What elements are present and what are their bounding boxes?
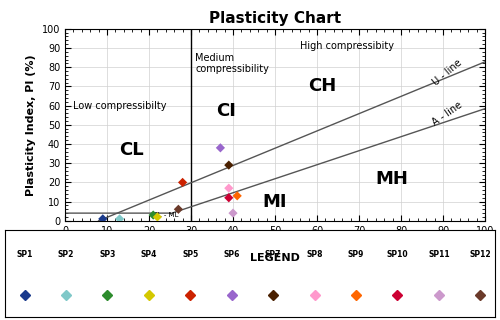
X-axis label: Liquid Limit, LL (%): Liquid Limit, LL (%) <box>214 241 336 251</box>
Text: CL - ML: CL - ML <box>153 212 178 218</box>
Point <box>233 193 241 198</box>
Text: MI: MI <box>262 193 287 211</box>
Text: SP8: SP8 <box>306 250 323 259</box>
Text: MH: MH <box>376 170 408 188</box>
Point <box>149 212 157 218</box>
Text: SP6: SP6 <box>224 250 240 259</box>
Text: Medium
compressibility: Medium compressibility <box>195 52 269 74</box>
Text: SP2: SP2 <box>58 250 74 259</box>
Text: SP9: SP9 <box>348 250 364 259</box>
Text: LEGEND: LEGEND <box>250 252 300 263</box>
Text: SP5: SP5 <box>182 250 198 259</box>
Text: Low compressibilty: Low compressibilty <box>74 100 167 111</box>
Text: SP11: SP11 <box>428 250 450 259</box>
Point <box>154 214 162 220</box>
Text: A - line: A - line <box>430 100 464 127</box>
Text: SP7: SP7 <box>265 250 281 259</box>
Title: Plasticity Chart: Plasticity Chart <box>209 11 341 26</box>
Y-axis label: Plasticity Index, PI (%): Plasticity Index, PI (%) <box>26 54 36 196</box>
Point <box>229 211 237 216</box>
Text: SP4: SP4 <box>140 250 157 259</box>
Point <box>225 195 233 200</box>
Point <box>99 216 107 221</box>
Text: CH: CH <box>308 77 337 95</box>
Point <box>174 207 182 212</box>
Point <box>216 145 224 150</box>
Point <box>225 163 233 168</box>
Text: SP10: SP10 <box>386 250 408 259</box>
Point <box>178 180 186 185</box>
Text: U - line: U - line <box>430 58 464 88</box>
Text: SP1: SP1 <box>16 250 33 259</box>
Point <box>225 186 233 191</box>
Text: SP12: SP12 <box>470 250 491 259</box>
Text: SP3: SP3 <box>100 250 116 259</box>
Text: CI: CI <box>216 102 236 120</box>
Text: CL: CL <box>120 141 144 159</box>
Text: High compressibity: High compressibity <box>300 41 394 51</box>
Point <box>116 216 124 221</box>
